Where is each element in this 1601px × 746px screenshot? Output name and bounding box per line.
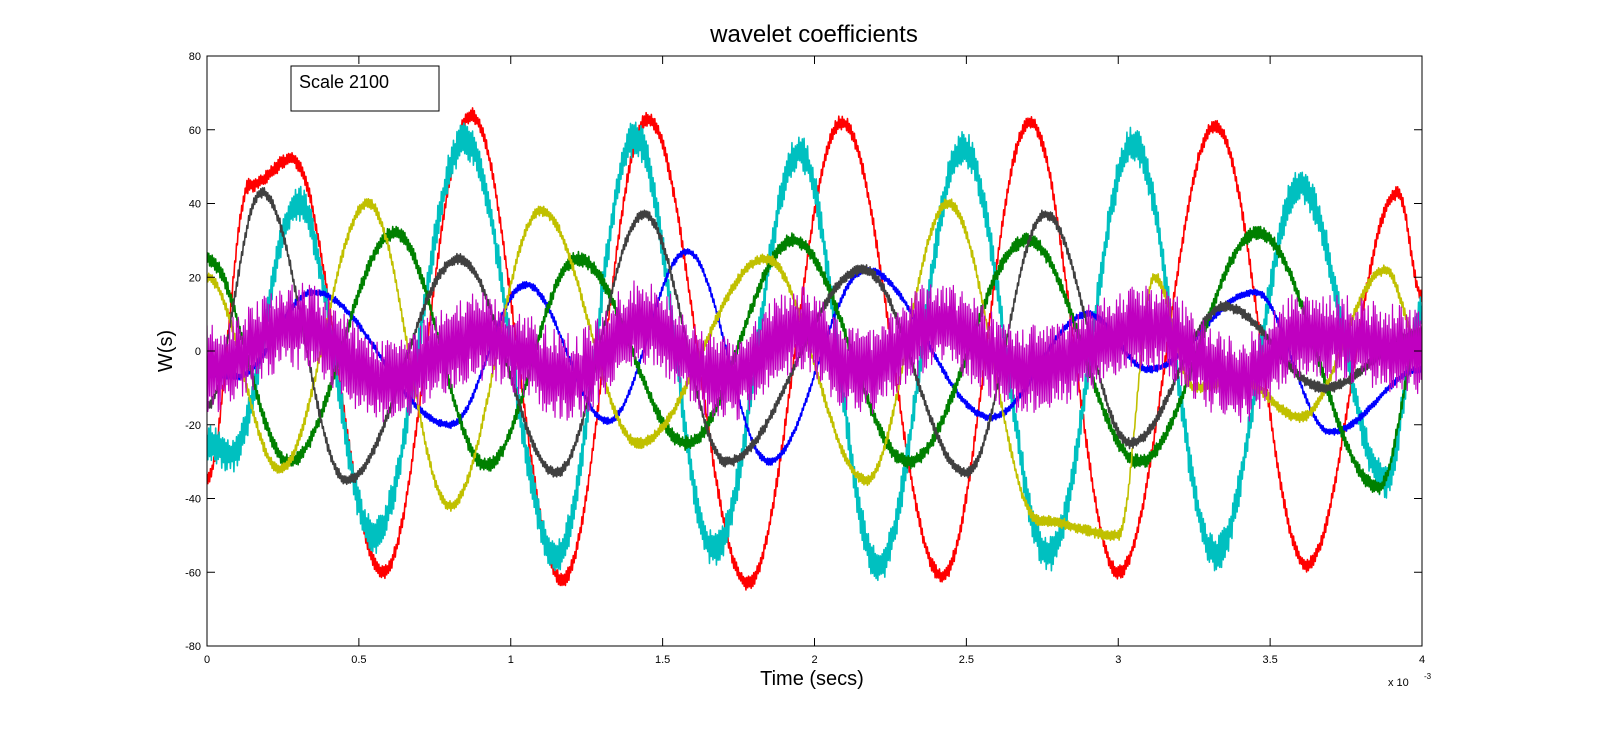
- y-tick-label: -20: [185, 420, 201, 432]
- x-tick-label: 0: [204, 654, 210, 666]
- y-tick-label: 40: [189, 199, 201, 211]
- x-tick-label: 3.5: [1262, 654, 1277, 666]
- x-axis-title: Time (secs): [760, 668, 864, 690]
- chart-title: wavelet coefficients: [709, 21, 918, 48]
- series-line-magenta: [207, 280, 1422, 423]
- y-axis-title: W(s): [155, 330, 177, 372]
- annotation-text: Scale 2100: [299, 72, 389, 92]
- annotation-box: [290, 65, 440, 112]
- x-exponent-label: x 10: [1388, 677, 1409, 689]
- x-tick-label: 1.5: [655, 654, 670, 666]
- x-tick-label: 1: [508, 654, 514, 666]
- y-tick-label: -60: [185, 567, 201, 579]
- x-tick-label: 2: [811, 654, 817, 666]
- x-tick-label: 2.5: [959, 654, 974, 666]
- x-tick-label: 3: [1115, 654, 1121, 666]
- x-exponent-power: -3: [1424, 672, 1432, 681]
- x-tick-label: 4: [1419, 654, 1425, 666]
- y-tick-label: 80: [189, 51, 201, 63]
- series-line-red: [207, 107, 1422, 591]
- y-tick-label: -40: [185, 494, 201, 506]
- y-tick-label: 0: [195, 346, 201, 358]
- y-tick-label: -80: [185, 641, 201, 653]
- series-line-green: [207, 225, 1422, 495]
- y-tick-label: 60: [189, 125, 201, 137]
- y-tick-label: 20: [189, 272, 201, 284]
- x-tick-label: 0.5: [351, 654, 366, 666]
